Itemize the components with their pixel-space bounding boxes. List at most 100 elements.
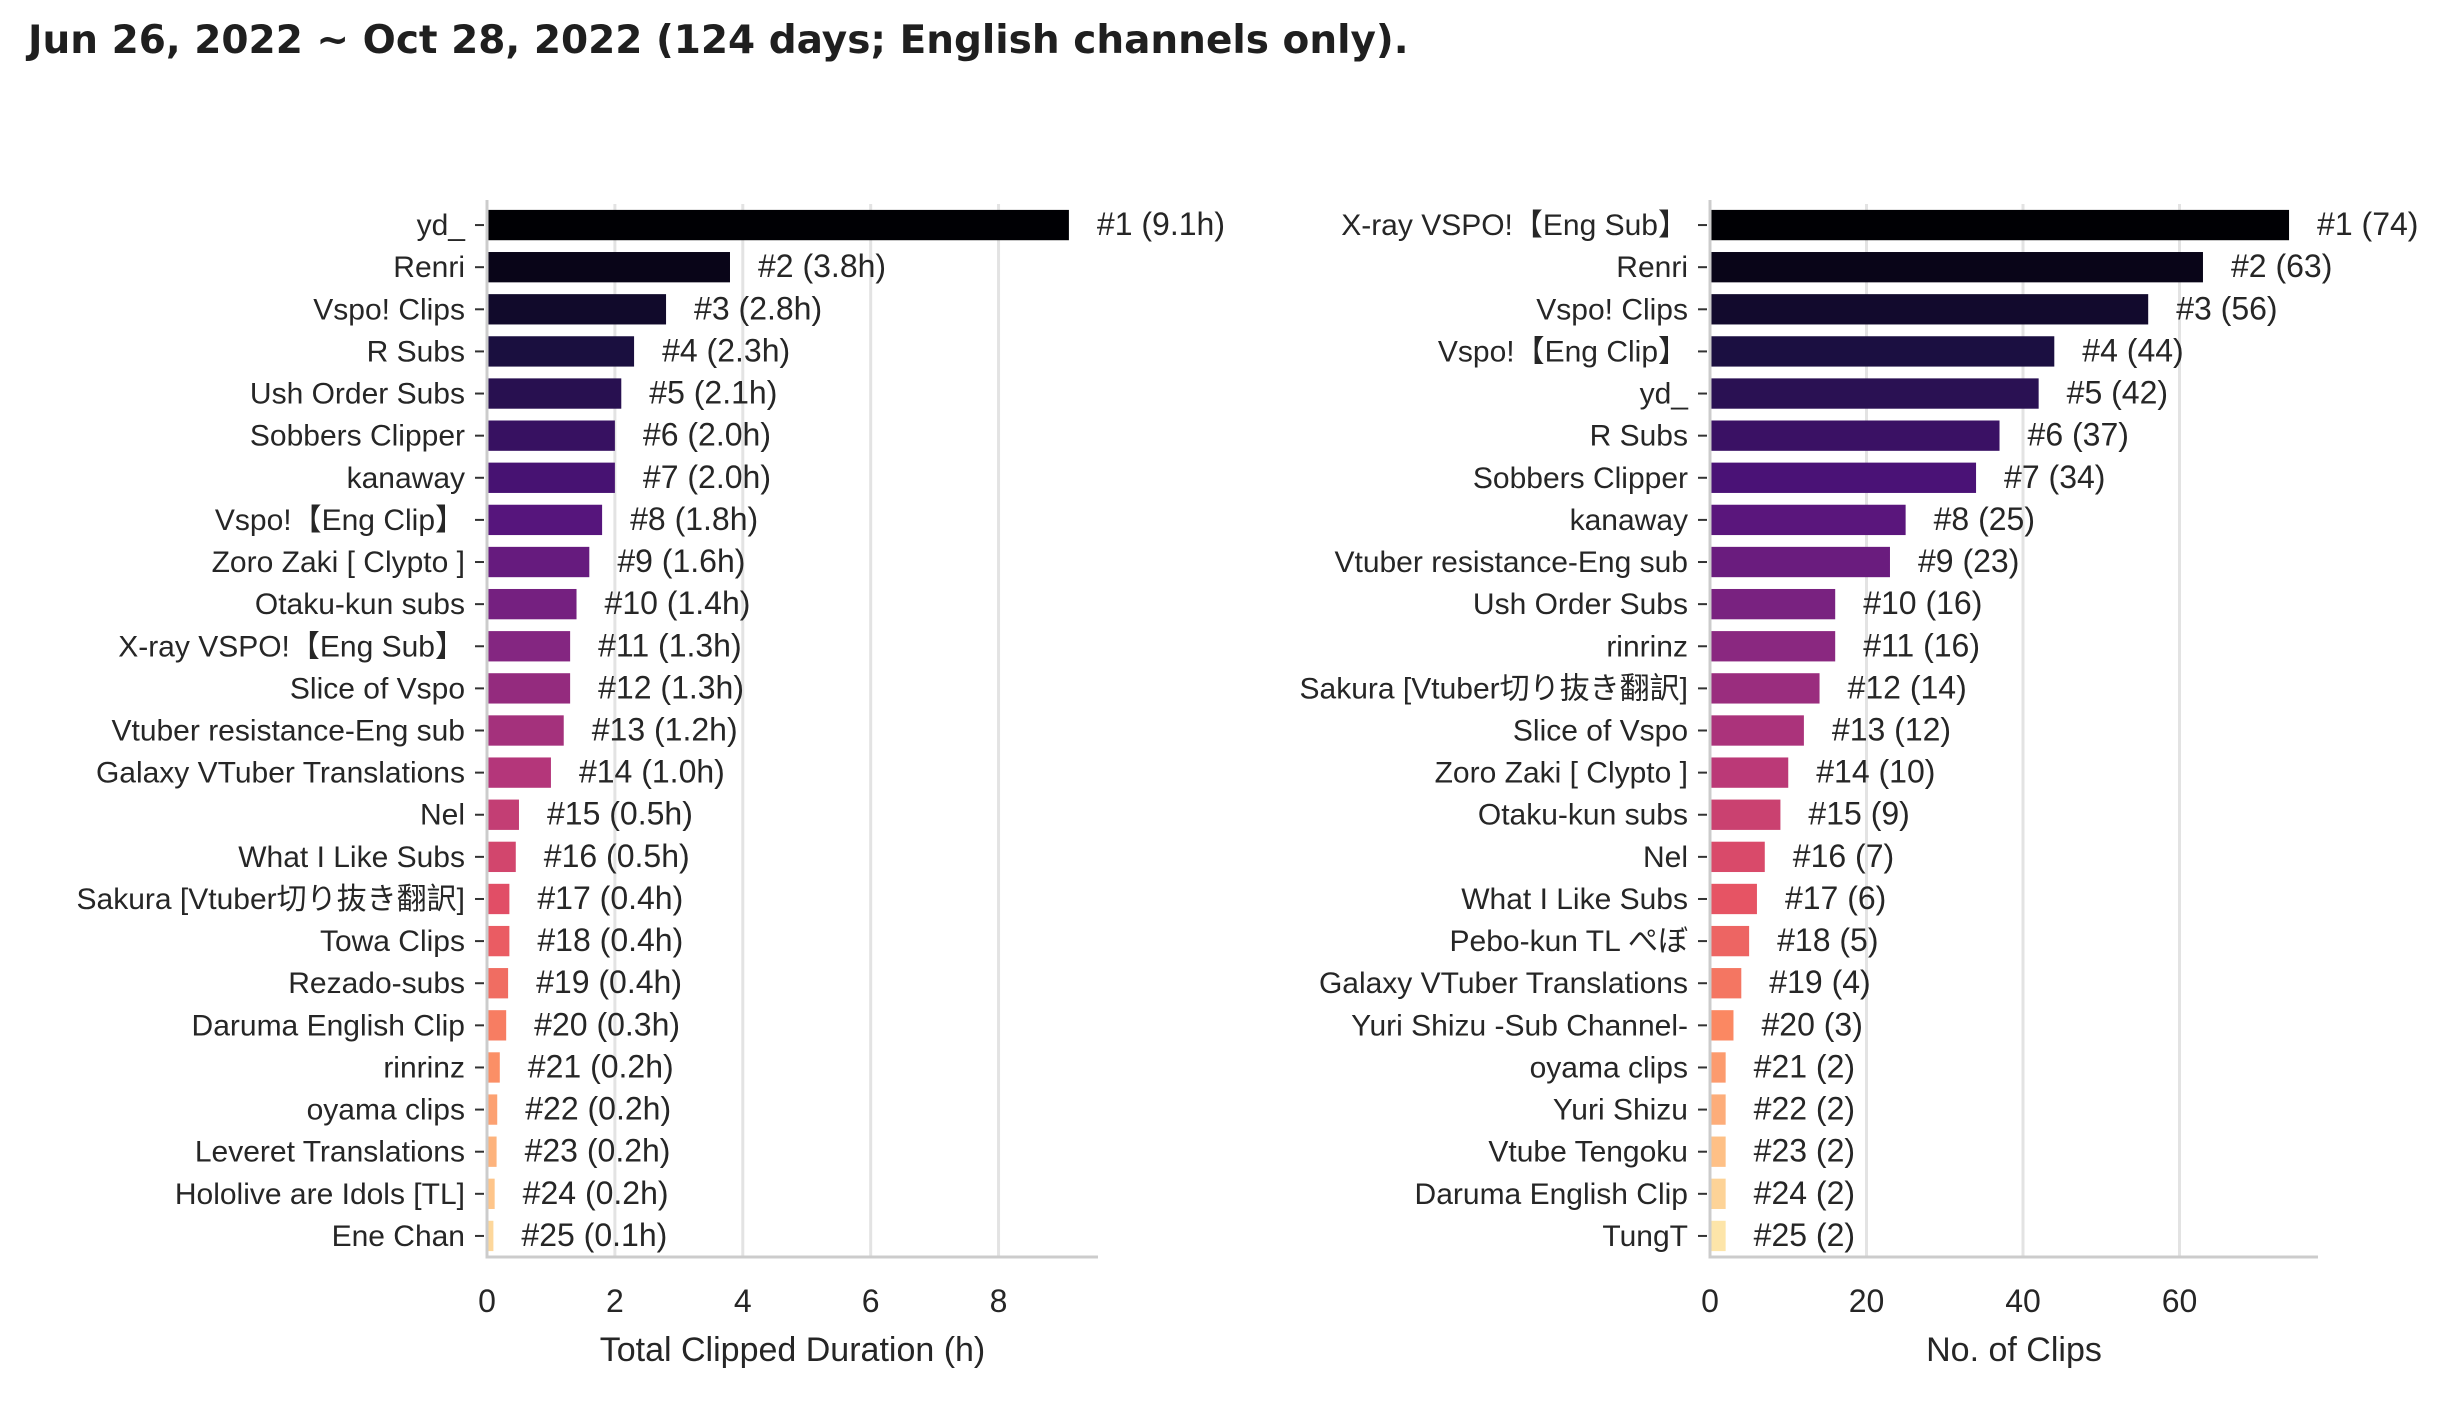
category-label: Nel (1643, 841, 1688, 874)
category-label: R Subs (367, 335, 465, 368)
category-label: R Subs (1590, 420, 1688, 453)
x-tick-label: 0 (478, 1283, 496, 1319)
x-tick-label: 20 (1849, 1283, 1885, 1319)
category-label: X-ray VSPO!【Eng Sub】 (118, 630, 465, 663)
x-tick-label: 2 (606, 1283, 624, 1319)
data-label: #1 (9.1h) (1097, 206, 1225, 242)
data-label: #25 (0.1h) (521, 1217, 667, 1253)
category-label: What I Like Subs (238, 841, 465, 874)
category-label: Vspo! Clips (313, 293, 465, 326)
category-label: Towa Clips (320, 925, 465, 958)
category-label: Ush Order Subs (250, 378, 465, 411)
category-label: Zoro Zaki [ Clypto ] (212, 546, 465, 579)
bar (487, 336, 635, 367)
category-label: rinrinz (383, 1051, 465, 1084)
bar (1710, 420, 2000, 451)
duration-chart: yd_ #1 (9.1h) Renri #2 (3.8h) Vspo! Clips #3 … (77, 200, 1225, 1369)
data-label: #22 (0.2h) (525, 1091, 671, 1127)
data-label: #14 (10) (1816, 754, 1935, 790)
category-label: Sobbers Clipper (250, 420, 465, 453)
category-label: Slice of Vspo (1513, 715, 1688, 748)
category-label: What I Like Subs (1461, 883, 1688, 916)
category-label: Slice of Vspo (290, 672, 465, 705)
data-label: #23 (2) (1754, 1133, 1855, 1169)
bar (1710, 294, 2149, 325)
category-label: Renri (393, 251, 465, 284)
bar (487, 462, 615, 493)
bar (1710, 252, 2203, 283)
data-label: #4 (44) (2082, 332, 2183, 368)
data-label: #21 (2) (1754, 1048, 1855, 1084)
bar (1710, 378, 2039, 409)
category-label: Zoro Zaki [ Clypto ] (1435, 757, 1688, 790)
data-label: #20 (0.3h) (534, 1006, 680, 1042)
bar (1710, 673, 1820, 704)
category-label: Sakura [Vtuber切り抜き翻訳] (77, 883, 465, 916)
bar (487, 1094, 498, 1125)
data-label: #9 (23) (1918, 543, 2019, 579)
x-tick-label: 0 (1701, 1283, 1719, 1319)
data-label: #21 (0.2h) (528, 1048, 674, 1084)
x-tick-label: 40 (2005, 1283, 2041, 1319)
category-label: yd_ (417, 209, 467, 242)
category-label: Daruma English Clip (192, 1009, 465, 1042)
category-label: Ush Order Subs (1473, 588, 1688, 621)
bar (1710, 715, 1804, 746)
data-label: #5 (2.1h) (649, 375, 777, 411)
category-label: Vspo!【Eng Clip】 (215, 504, 465, 537)
data-label: #17 (0.4h) (537, 880, 683, 916)
bar (1710, 1010, 1734, 1041)
data-label: #10 (1.4h) (605, 585, 751, 621)
category-label: Ene Chan (332, 1220, 465, 1253)
page-title: Jun 26, 2022 ~ Oct 28, 2022 (124 days; E… (28, 18, 1409, 63)
category-label: Pebo-kun TL ぺぼ (1450, 925, 1688, 958)
category-label: Nel (420, 799, 465, 832)
data-label: #7 (2.0h) (643, 459, 771, 495)
bar (1710, 1052, 1726, 1083)
category-label: Otaku-kun subs (255, 588, 465, 621)
bar (1710, 588, 1836, 620)
data-label: #3 (2.8h) (694, 290, 822, 326)
data-label: #6 (2.0h) (643, 417, 771, 453)
category-label: Vspo! Clips (1536, 293, 1688, 326)
bar (487, 925, 510, 957)
data-label: #22 (2) (1754, 1091, 1855, 1127)
category-label: Vtube Tengoku (1488, 1136, 1688, 1169)
category-label: Yuri Shizu -Sub Channel- (1351, 1009, 1688, 1042)
data-label: #8 (1.8h) (630, 501, 758, 537)
bar (1710, 968, 1742, 999)
x-axis-label: No. of Clips (1926, 1331, 2102, 1369)
bar (487, 378, 622, 409)
bar (487, 631, 571, 662)
data-label: #24 (2) (1754, 1175, 1855, 1211)
data-label: #4 (2.3h) (662, 332, 790, 368)
data-label: #18 (0.4h) (537, 922, 683, 958)
bar (1710, 1220, 1726, 1252)
category-label: yd_ (1640, 378, 1690, 411)
data-label: #2 (3.8h) (758, 248, 886, 284)
data-label: #13 (12) (1832, 712, 1951, 748)
data-label: #15 (0.5h) (547, 796, 693, 832)
bar (1710, 336, 2055, 367)
category-label: Yuri Shizu (1553, 1094, 1688, 1127)
bar (1710, 462, 1977, 493)
data-label: #11 (16) (1863, 627, 1980, 663)
category-label: Sobbers Clipper (1473, 462, 1688, 495)
data-label: #10 (16) (1863, 585, 1982, 621)
bar (1710, 883, 1757, 915)
bar (487, 968, 509, 999)
category-label: Leveret Translations (195, 1136, 465, 1169)
category-label: Renri (1616, 251, 1688, 284)
category-label: Sakura [Vtuber切り抜き翻訳] (1300, 672, 1688, 705)
bar (487, 252, 730, 283)
bar (1710, 925, 1750, 957)
category-label: kanaway (347, 462, 465, 495)
data-label: #13 (1.2h) (592, 712, 738, 748)
bar (1710, 1094, 1726, 1125)
bar (487, 1220, 494, 1252)
x-tick-label: 4 (734, 1283, 752, 1319)
bar (487, 715, 564, 746)
category-label: Galaxy VTuber Translations (96, 757, 465, 790)
bar (1710, 546, 1890, 578)
category-label: Vspo!【Eng Clip】 (1438, 335, 1688, 368)
